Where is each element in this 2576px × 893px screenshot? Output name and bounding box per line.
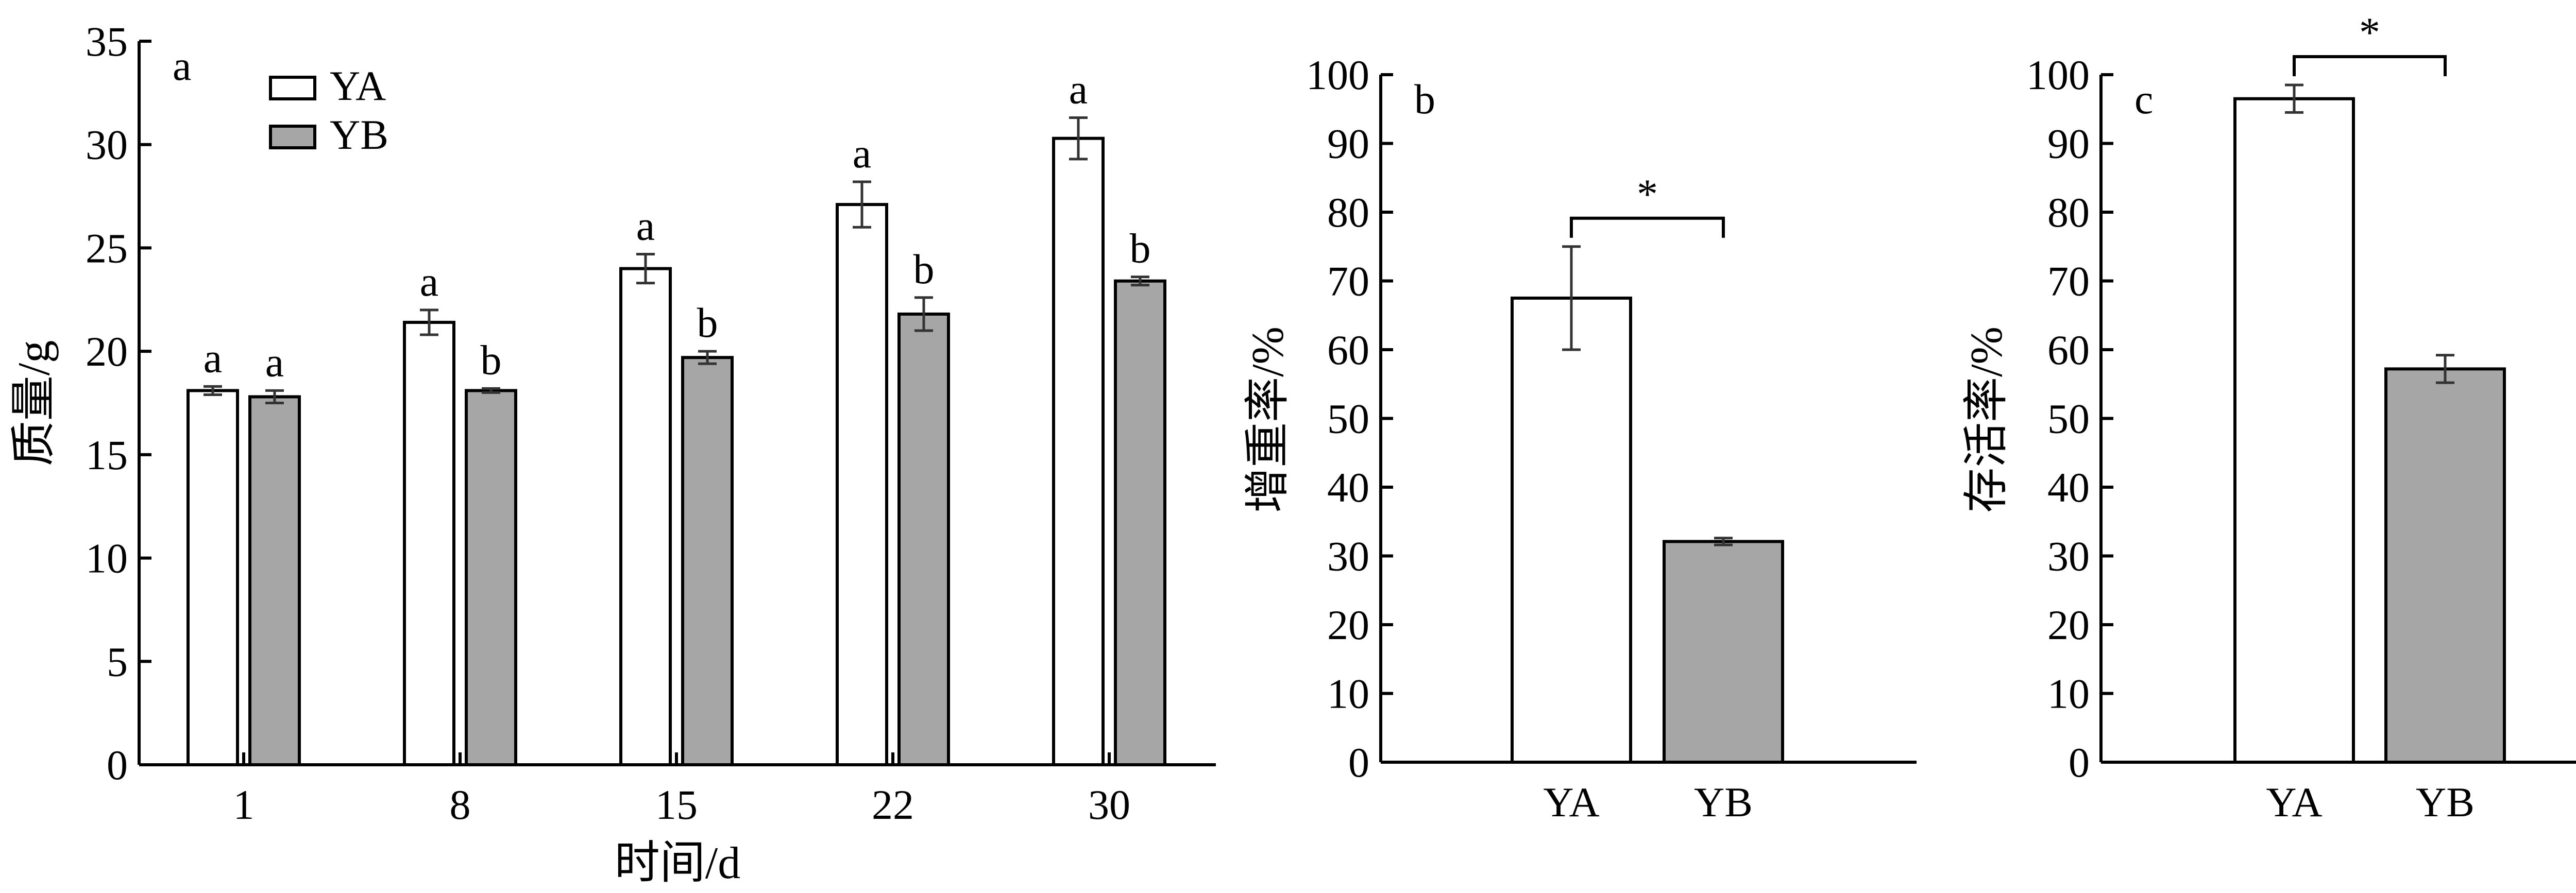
y-tick-label: 30 <box>86 122 128 168</box>
y-tick-label: 0 <box>107 742 128 788</box>
y-tick-label: 0 <box>1348 739 1369 786</box>
bar-yb <box>465 389 517 766</box>
y-tick-label: 20 <box>1327 602 1369 648</box>
legend-label-ya: YA <box>330 62 386 109</box>
y-tick-label: 25 <box>86 225 128 271</box>
y-tick-label: 0 <box>2069 739 2090 786</box>
x-tick-label: YB <box>2416 779 2475 826</box>
bar-yb <box>1663 540 1784 764</box>
significance-letter: a <box>1069 66 1088 113</box>
y-tick-label: 50 <box>1327 396 1369 442</box>
y-tick-label: 20 <box>2047 602 2090 648</box>
significance-letter: a <box>204 334 222 381</box>
y-tick-label: 40 <box>1327 464 1369 511</box>
x-tick-label: 8 <box>450 781 471 828</box>
y-tick-label: 60 <box>1327 327 1369 373</box>
y-tick-label: 80 <box>1327 189 1369 236</box>
legend-swatch-yb <box>269 125 316 149</box>
bar-ya <box>836 203 888 767</box>
y-tick-label: 40 <box>2047 464 2090 511</box>
y-tick-label: 70 <box>1327 258 1369 305</box>
bar-ya <box>2233 97 2355 764</box>
y-tick-label: 15 <box>86 432 128 478</box>
significance-star: * <box>1637 170 1658 217</box>
bar-ya <box>619 267 672 766</box>
significance-star: * <box>2359 9 2380 56</box>
x-axis-title: 时间/d <box>615 838 740 888</box>
x-tick-label: YA <box>1543 779 1599 826</box>
bar-yb <box>681 356 734 766</box>
x-tick-label: 1 <box>233 781 255 828</box>
significance-letter: b <box>1130 225 1151 272</box>
y-axis-title: 增重率/% <box>1243 327 1293 513</box>
chart-panel-c: 0 10 20 30 40 50 60 70 80 90 100 YA YB * c 存活率/% <box>1962 9 2576 826</box>
panel-label: a <box>173 42 191 89</box>
bar-yb <box>248 395 301 766</box>
y-tick-label: 35 <box>86 18 128 65</box>
y-tick-label: 90 <box>1327 121 1369 167</box>
bar-yb <box>1114 279 1166 766</box>
bar-yb <box>2384 367 2506 764</box>
y-tick-label: 100 <box>2026 51 2090 98</box>
bar-ya <box>403 320 455 766</box>
y-tick-label: 10 <box>86 535 128 582</box>
x-tick-label: 22 <box>872 781 914 828</box>
y-tick-label: 30 <box>2047 533 2090 580</box>
legend-label-yb: YB <box>330 111 388 158</box>
significance-letter: a <box>636 202 655 249</box>
y-tick-label: 100 <box>1306 51 1369 98</box>
y-axis-title: 质量/g <box>9 340 59 466</box>
bar-ya <box>1052 136 1105 767</box>
y-tick-label: 10 <box>1327 671 1369 717</box>
bar-ya <box>187 389 239 766</box>
y-tick-label: 50 <box>2047 396 2090 442</box>
significance-bracket <box>2293 55 2447 77</box>
significance-bracket <box>1570 216 1725 238</box>
significance-letter: a <box>420 258 438 305</box>
significance-letter: b <box>481 336 502 383</box>
panel-label: b <box>1414 76 1435 123</box>
y-tick-label: 60 <box>2047 327 2090 373</box>
significance-letter: b <box>913 246 935 293</box>
significance-letter: a <box>853 130 871 177</box>
y-axis-title: 存活率/% <box>1962 327 2012 513</box>
y-tick-label: 80 <box>2047 189 2090 236</box>
y-tick-label: 30 <box>1327 533 1369 580</box>
chart-panel-b: 0 10 20 30 40 50 60 70 80 90 100 YA YB * b 增重率/% <box>1243 51 1917 826</box>
x-tick-label: 30 <box>1088 781 1130 828</box>
legend-swatch-ya <box>269 76 316 100</box>
y-tick-label: 90 <box>2047 121 2090 167</box>
x-tick-label: YB <box>1694 779 1753 826</box>
y-tick-label: 20 <box>86 328 128 375</box>
y-tick-label: 10 <box>2047 671 2090 717</box>
x-tick-label: 15 <box>655 781 698 828</box>
y-tick-label: 70 <box>2047 258 2090 305</box>
significance-letter: a <box>265 338 284 385</box>
x-tick-label: YA <box>2266 779 2322 826</box>
y-tick-label: 5 <box>107 638 128 685</box>
bar-yb <box>897 312 950 766</box>
significance-letter: b <box>697 299 718 346</box>
bar-ya <box>1511 296 1632 764</box>
panel-label: c <box>2134 76 2153 123</box>
